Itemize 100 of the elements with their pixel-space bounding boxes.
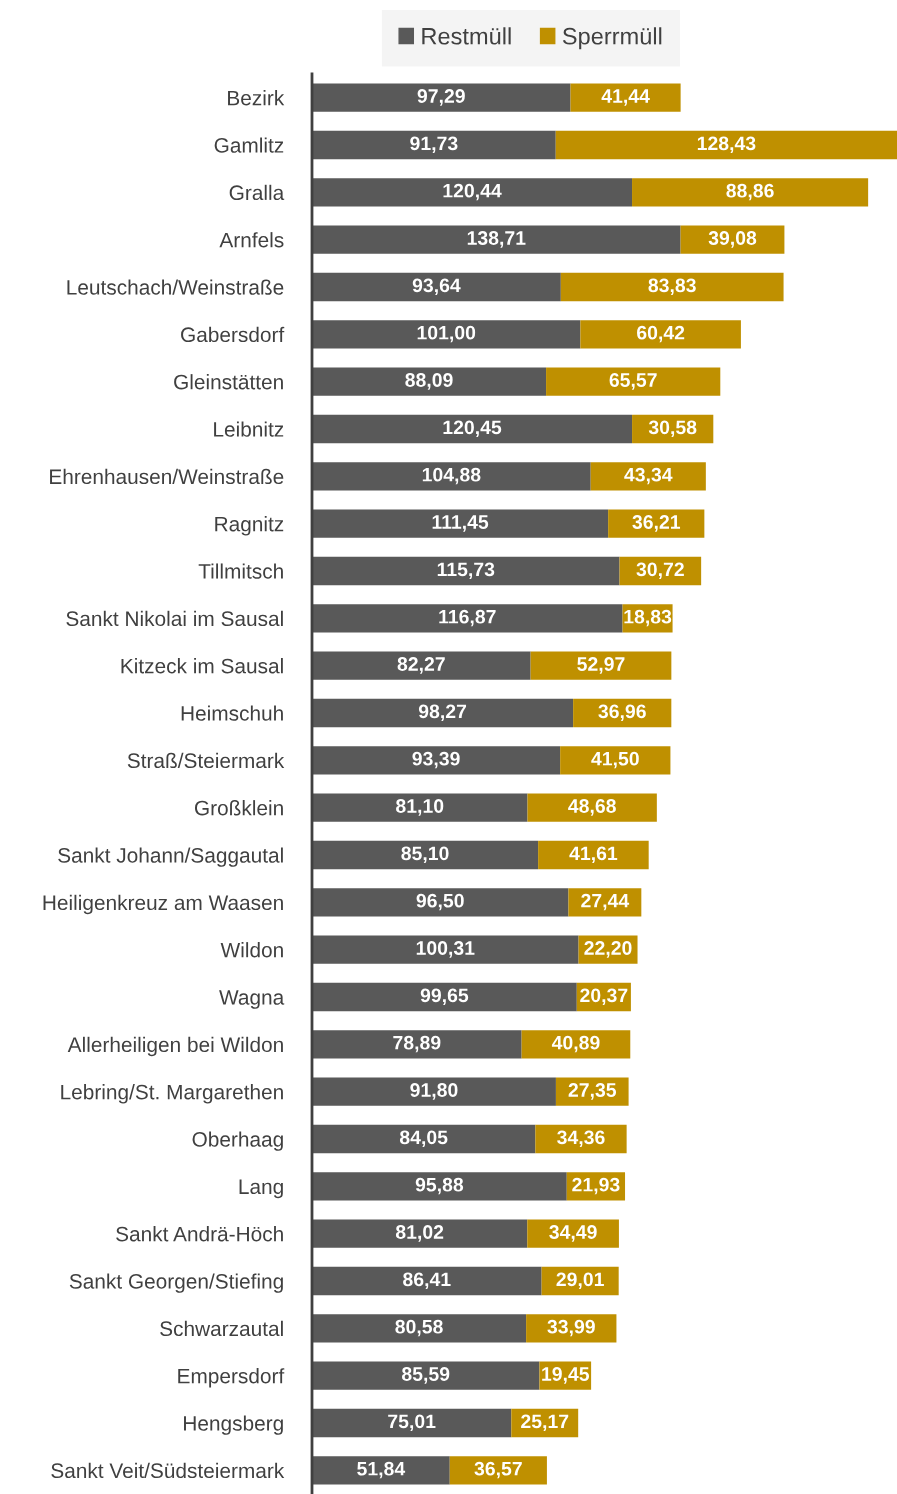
data-label: 27,35 <box>568 1083 617 1100</box>
bar <box>312 1266 542 1296</box>
data-label: 128,43 <box>697 136 756 154</box>
bar <box>312 1219 528 1248</box>
bar <box>608 509 705 538</box>
data-label: 111,45 <box>432 515 489 532</box>
data-label: 97,29 <box>417 89 465 106</box>
bar <box>312 509 609 538</box>
data-label: 39,08 <box>708 231 757 248</box>
data-label: 60,42 <box>637 325 685 343</box>
data-label: 30,72 <box>636 562 684 580</box>
data-label: 88,86 <box>726 183 774 201</box>
bar <box>580 320 741 349</box>
bar <box>312 178 633 207</box>
bar <box>449 1456 547 1485</box>
data-label: 29,01 <box>556 1272 604 1290</box>
bar <box>555 130 897 160</box>
data-label: 116,87 <box>439 609 496 627</box>
bar <box>312 698 574 728</box>
y-tick-label: Hengsberg <box>184 1415 283 1435</box>
bar <box>312 83 571 112</box>
data-label: 91,80 <box>410 1083 458 1100</box>
y-tick-label: Ragnitz <box>215 516 284 536</box>
y-tick-label: Sankt Johann/Saggautal <box>58 847 283 867</box>
data-label: 30,58 <box>648 420 697 438</box>
y-tick-label: Wagna <box>219 990 285 1009</box>
bar <box>312 414 633 444</box>
data-label: 104,88 <box>422 467 481 485</box>
y-tick-label: Straß/Steiermark <box>127 752 285 769</box>
data-label: 40,89 <box>551 1035 600 1053</box>
y-tick-label: Großklein <box>194 800 283 816</box>
data-label: 78,89 <box>393 1035 441 1053</box>
data-label: 81,10 <box>396 799 444 816</box>
y-tick-label: Empersdorf <box>178 1368 285 1388</box>
data-label: 21,93 <box>572 1177 620 1195</box>
bar <box>312 225 681 254</box>
data-label: 25,17 <box>521 1414 569 1432</box>
data-label: 85,59 <box>402 1367 450 1384</box>
data-label: 120,44 <box>443 183 502 201</box>
y-tick-label: Allerheiligen bei Wildon <box>67 1036 283 1057</box>
bar <box>312 935 579 964</box>
bar <box>312 840 539 870</box>
data-label: 41,61 <box>569 846 618 864</box>
bar <box>521 1030 631 1059</box>
bar <box>312 746 561 775</box>
y-tick-label: Gralla <box>229 184 285 201</box>
y-tick-label: Lang <box>239 1179 283 1199</box>
data-label: 82,27 <box>397 657 445 674</box>
data-label: 96,50 <box>416 893 464 911</box>
data-label: 20,37 <box>580 988 628 1006</box>
y-tick-label: Kitzeck im Sausal <box>121 658 283 674</box>
bar <box>538 840 649 870</box>
bar <box>570 83 681 112</box>
data-label: 99,65 <box>420 988 469 1006</box>
data-label: 138,71 <box>467 231 526 248</box>
legend-label: Sperrmüll <box>562 27 662 50</box>
bar <box>312 651 531 680</box>
data-label: 91,73 <box>410 136 458 154</box>
bar <box>312 1408 512 1438</box>
y-tick-label: Heimschuh <box>181 705 283 721</box>
data-label: 95,88 <box>415 1177 464 1195</box>
bar <box>527 1219 619 1248</box>
data-label: 81,02 <box>395 1225 444 1242</box>
y-tick-label: Sankt Andrä-Höch <box>116 1226 283 1242</box>
bar <box>680 225 785 254</box>
bar <box>312 888 569 917</box>
data-label: 84,05 <box>399 1130 448 1148</box>
data-label: 86,41 <box>403 1272 451 1290</box>
data-label: 34,49 <box>549 1225 597 1242</box>
y-tick-label: Wildon <box>220 942 283 958</box>
data-label: 75,01 <box>388 1414 436 1432</box>
data-label: 33,99 <box>547 1319 595 1337</box>
bar <box>312 1030 522 1059</box>
bar <box>312 1077 556 1106</box>
data-label: 36,96 <box>598 704 646 722</box>
y-tick-label: Gabersdorf <box>181 326 285 343</box>
data-label: 22,20 <box>584 941 632 958</box>
data-label: 83,83 <box>648 278 696 296</box>
y-tick-label: Heiligenkreuz am Waasen <box>43 894 283 915</box>
bar <box>530 651 672 680</box>
y-tick-label: Leibnitz <box>214 421 284 437</box>
bar <box>312 320 581 349</box>
bar <box>312 604 623 633</box>
data-label: 19,45 <box>542 1367 590 1384</box>
y-tick-label: Arnfels <box>219 232 284 248</box>
data-label: 98,27 <box>418 704 467 722</box>
y-tick-label: Gleinstätten <box>174 374 283 390</box>
data-label: 41,44 <box>601 89 650 106</box>
bar <box>632 178 869 207</box>
bar <box>590 462 706 491</box>
bar <box>312 793 528 822</box>
bar <box>527 793 657 822</box>
data-label: 51,84 <box>357 1461 406 1479</box>
y-tick-label: Sankt Veit/Südsteiermark <box>51 1462 285 1479</box>
data-label: 80,58 <box>395 1319 443 1337</box>
bar <box>312 130 556 160</box>
bar <box>312 982 577 1012</box>
y-tick-label: Ehrenhausen/Weinstraße <box>50 468 284 485</box>
data-label: 85,10 <box>401 846 449 864</box>
data-label: 27,44 <box>581 893 630 911</box>
